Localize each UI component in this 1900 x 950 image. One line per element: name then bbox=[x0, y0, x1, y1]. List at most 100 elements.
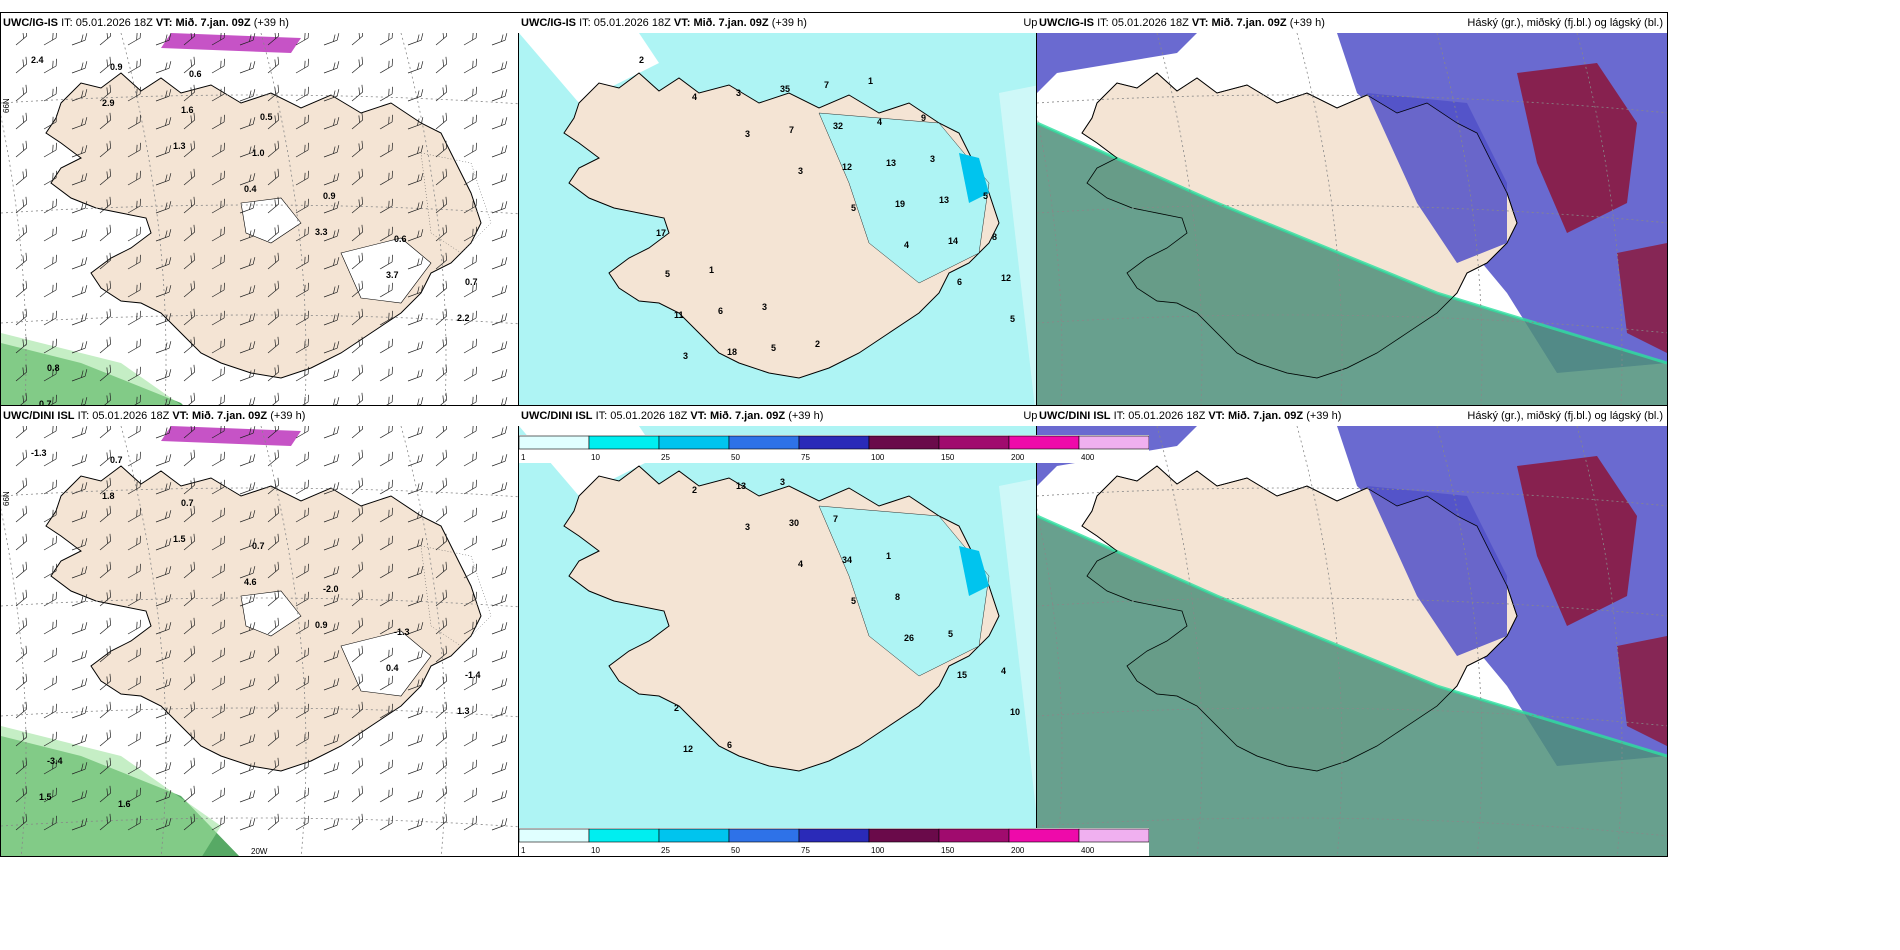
wind-barb bbox=[239, 369, 256, 382]
wind-barb bbox=[15, 224, 28, 242]
wind-barb bbox=[491, 790, 508, 803]
wind-barb bbox=[491, 285, 508, 298]
graticule-line bbox=[1, 94, 631, 114]
init-time: 05.01.2026 18Z bbox=[1128, 410, 1206, 422]
wind-barb bbox=[183, 477, 196, 495]
wind-barb bbox=[463, 815, 477, 831]
wind-barb bbox=[267, 673, 280, 691]
wind-barb bbox=[43, 535, 57, 551]
value-label: 0.7 bbox=[110, 455, 123, 465]
wind-barb bbox=[351, 561, 364, 579]
wind-barb bbox=[267, 84, 280, 102]
wind-barb bbox=[491, 117, 508, 130]
wind-barb bbox=[211, 254, 225, 270]
wind-barb bbox=[435, 426, 448, 439]
wind-barb bbox=[351, 673, 364, 691]
value-label: 3.7 bbox=[386, 270, 399, 280]
wind-barb bbox=[463, 451, 477, 467]
wind-barb bbox=[43, 254, 57, 270]
wind-barb bbox=[43, 282, 57, 298]
wind-barb bbox=[71, 566, 88, 579]
colorbar-swatch bbox=[1008, 828, 1080, 843]
wind-barb bbox=[155, 454, 172, 467]
wind-barb bbox=[71, 650, 88, 663]
wind-barb bbox=[491, 426, 508, 439]
wind-barb bbox=[267, 505, 280, 523]
wind-barb bbox=[71, 257, 88, 270]
wind-barb bbox=[379, 619, 393, 635]
low-cloud bbox=[1517, 63, 1637, 233]
colorbar-swatch bbox=[728, 828, 800, 843]
wind-barb bbox=[491, 762, 508, 775]
it-label: IT: bbox=[579, 17, 591, 29]
colorbar-swatch bbox=[1078, 828, 1149, 843]
wind-barb bbox=[463, 114, 477, 130]
value-label: 3 bbox=[762, 302, 767, 312]
value-label: 0.9 bbox=[110, 62, 123, 72]
wind-barb bbox=[71, 790, 88, 803]
value-label: 18 bbox=[727, 347, 737, 357]
value-label: 3 bbox=[736, 88, 741, 98]
mid-cloud-over-land bbox=[1367, 486, 1507, 656]
precip-over-land bbox=[818, 112, 990, 284]
colorbar-swatch bbox=[798, 435, 870, 450]
wind-barb bbox=[379, 703, 393, 719]
value-label: 1.3 bbox=[457, 706, 470, 716]
wind-barb bbox=[239, 790, 256, 803]
wind-barb bbox=[435, 505, 448, 523]
wind-barb bbox=[379, 282, 393, 298]
wind-barb bbox=[211, 759, 225, 775]
wind-barb bbox=[463, 254, 477, 270]
colorbar-swatch bbox=[519, 435, 590, 450]
wind-barb bbox=[351, 729, 364, 747]
wind-barb bbox=[379, 647, 393, 663]
wind-barb bbox=[491, 678, 508, 691]
wind-barb bbox=[295, 815, 309, 831]
wind-barb bbox=[155, 482, 172, 495]
colorbar-swatch bbox=[868, 435, 940, 450]
wind-barb bbox=[183, 56, 196, 74]
colorbar-swatch bbox=[938, 435, 1010, 450]
wind-barb bbox=[463, 535, 477, 551]
wind-barb bbox=[43, 170, 57, 186]
wind-barb bbox=[183, 308, 196, 326]
graticule-line bbox=[1037, 314, 1667, 334]
wind-barb bbox=[351, 426, 364, 439]
wind-barb bbox=[71, 818, 88, 831]
wind-barb bbox=[267, 701, 280, 719]
wind-barb bbox=[435, 56, 448, 74]
wind-barb bbox=[463, 619, 477, 635]
lead-time: (+39 h) bbox=[1306, 410, 1342, 422]
wind-barb bbox=[435, 757, 448, 775]
wind-barb bbox=[183, 449, 196, 467]
graticule-line bbox=[1037, 487, 1667, 507]
wind-barb bbox=[323, 229, 340, 242]
wind-barb bbox=[99, 224, 112, 242]
value-label: 35 bbox=[780, 84, 790, 94]
wind-barb bbox=[239, 257, 256, 270]
wind-barb bbox=[127, 591, 141, 607]
init-time: 05.01.2026 18Z bbox=[610, 410, 688, 422]
wind-barb bbox=[323, 538, 340, 551]
wind-barb bbox=[463, 198, 477, 214]
wind-barb bbox=[183, 533, 196, 551]
wind-barb bbox=[183, 645, 196, 663]
wind-barb bbox=[379, 563, 393, 579]
wind-barb bbox=[435, 589, 448, 607]
wind-barb bbox=[43, 58, 57, 74]
wind-barb bbox=[15, 252, 28, 270]
wind-barb bbox=[15, 645, 28, 663]
wind-barb bbox=[211, 647, 225, 663]
wind-barb bbox=[435, 729, 448, 747]
value-label: 7 bbox=[833, 514, 838, 524]
wind-barb bbox=[211, 619, 225, 635]
wind-barb bbox=[43, 310, 57, 326]
value-label: -3.4 bbox=[47, 756, 63, 766]
wind-barb bbox=[407, 201, 424, 214]
wind-barb bbox=[155, 341, 172, 354]
wind-barb bbox=[463, 647, 477, 663]
cloud-map bbox=[1037, 426, 1667, 856]
lead-time: (+39 h) bbox=[771, 17, 807, 29]
wind-barb bbox=[295, 114, 309, 130]
wind-barb bbox=[407, 538, 424, 551]
